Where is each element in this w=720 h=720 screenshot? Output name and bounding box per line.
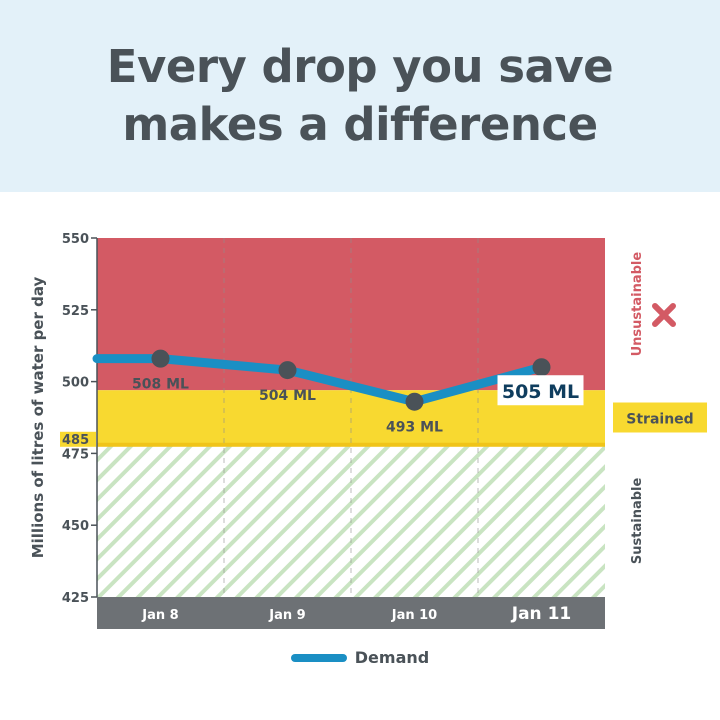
demand-point: [405, 392, 424, 411]
zone-label-unsustainable: Unsustainable: [630, 252, 645, 357]
threshold-label: 485: [62, 433, 89, 448]
demand-point: [151, 349, 170, 368]
x-tick-label: Jan 11: [511, 604, 571, 624]
highlight-label-box: [497, 375, 584, 406]
x-icon-shape: [652, 303, 676, 327]
zone-badge-strained: [613, 402, 707, 433]
legend-demand-swatch: [290, 653, 347, 662]
x-tick-label: Jan 8: [141, 608, 178, 623]
y-tick-label: 475: [62, 447, 89, 462]
threshold-line: [97, 442, 605, 447]
title-line-2: makes a difference: [122, 98, 598, 151]
y-tick-label: 450: [62, 519, 89, 534]
x-icon: [652, 303, 676, 327]
x-tick-label: Jan 9: [268, 608, 305, 623]
data-label: 493 ML: [386, 420, 443, 436]
data-label: 505 ML: [502, 381, 579, 403]
header-banner: Every drop you save makes a difference: [0, 0, 720, 192]
zone-label-strained: Strained: [626, 412, 693, 428]
x-tick-label: Jan 10: [391, 608, 437, 623]
data-label: 504 ML: [259, 388, 316, 404]
y-tick-label: 500: [62, 376, 89, 391]
demand-point: [278, 361, 297, 380]
legend: Demand: [0, 648, 720, 667]
y-tick-label: 525: [62, 304, 89, 319]
demand-point: [532, 358, 551, 377]
y-tick-label: 425: [62, 591, 89, 606]
data-label: 508 ML: [132, 377, 189, 393]
legend-demand-label: Demand: [354, 648, 430, 667]
y-tick-label: 550: [62, 232, 89, 247]
y-axis-title: Millions of litres of water per day: [29, 277, 47, 559]
x-axis-bar: [97, 597, 605, 629]
title-line-1: Every drop you save: [106, 40, 614, 93]
zone-label-sustainable: Sustainable: [630, 478, 645, 565]
threshold-badge: [60, 431, 96, 447]
